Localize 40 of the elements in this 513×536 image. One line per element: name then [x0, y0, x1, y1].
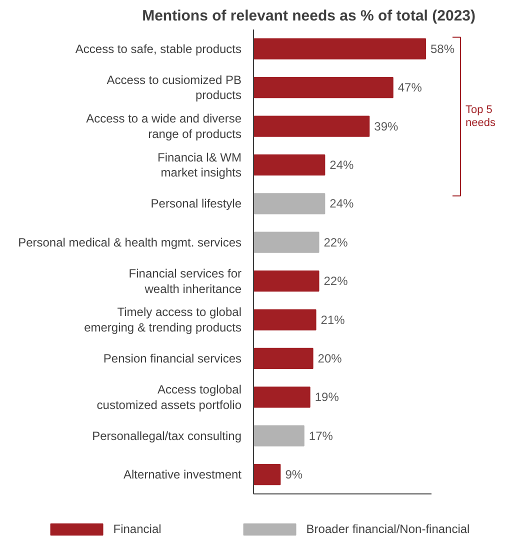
bar — [253, 76, 394, 98]
text: Top 5 needs — [466, 104, 496, 130]
legend-label: Financial — [113, 522, 162, 536]
bar — [253, 38, 426, 60]
y-tick-label: Financia l& WM market insights — [157, 150, 242, 180]
bar — [253, 193, 326, 214]
y-tick-label: Personallegal/tax consulting — [92, 428, 242, 443]
y-tick-label: Timely access to global emerging & trending products — [84, 305, 242, 334]
y-tick-label: Alternative investment — [123, 468, 242, 482]
data-label: 47% — [398, 80, 422, 95]
y-tick-label: Access to a wide and diverse range of products — [86, 112, 242, 141]
bar — [253, 348, 314, 370]
bar — [253, 464, 281, 486]
bar — [253, 309, 316, 330]
y-tick-label: Pension financial services — [103, 351, 242, 366]
data-label: 21% — [320, 312, 346, 327]
chart-title: Mentions of relevant needs as % of total (2023) — [142, 8, 476, 24]
y-tick-label: Access toglobal customized assets portfolio — [96, 382, 242, 412]
data-label: 39% — [374, 119, 399, 134]
y-tick-label: Personal lifestyle — [150, 196, 242, 211]
bar — [253, 270, 320, 292]
bar — [253, 425, 304, 446]
y-tick-label: Personal medical & health mgmt. services — [18, 235, 242, 250]
y-tick-label: Access to cusiomized PB products — [106, 72, 242, 102]
data-label: 17% — [308, 428, 334, 443]
data-label: 24% — [330, 158, 354, 172]
bar — [253, 116, 370, 137]
legend-label: Broader financial/Non-financial — [306, 522, 470, 536]
data-label: 22% — [324, 274, 348, 288]
data-label: 58% — [430, 42, 455, 56]
bar — [253, 386, 310, 408]
data-label: 19% — [314, 390, 340, 404]
data-label: 22% — [324, 235, 348, 250]
data-label: 20% — [318, 351, 342, 366]
data-label: 24% — [330, 196, 354, 211]
bar — [253, 154, 326, 176]
bar — [253, 232, 320, 253]
y-tick-label: Financial services for wealth inheritance — [128, 266, 242, 296]
y-tick-label: Access to safe, stable products — [75, 42, 242, 56]
data-label: 9% — [285, 468, 303, 482]
